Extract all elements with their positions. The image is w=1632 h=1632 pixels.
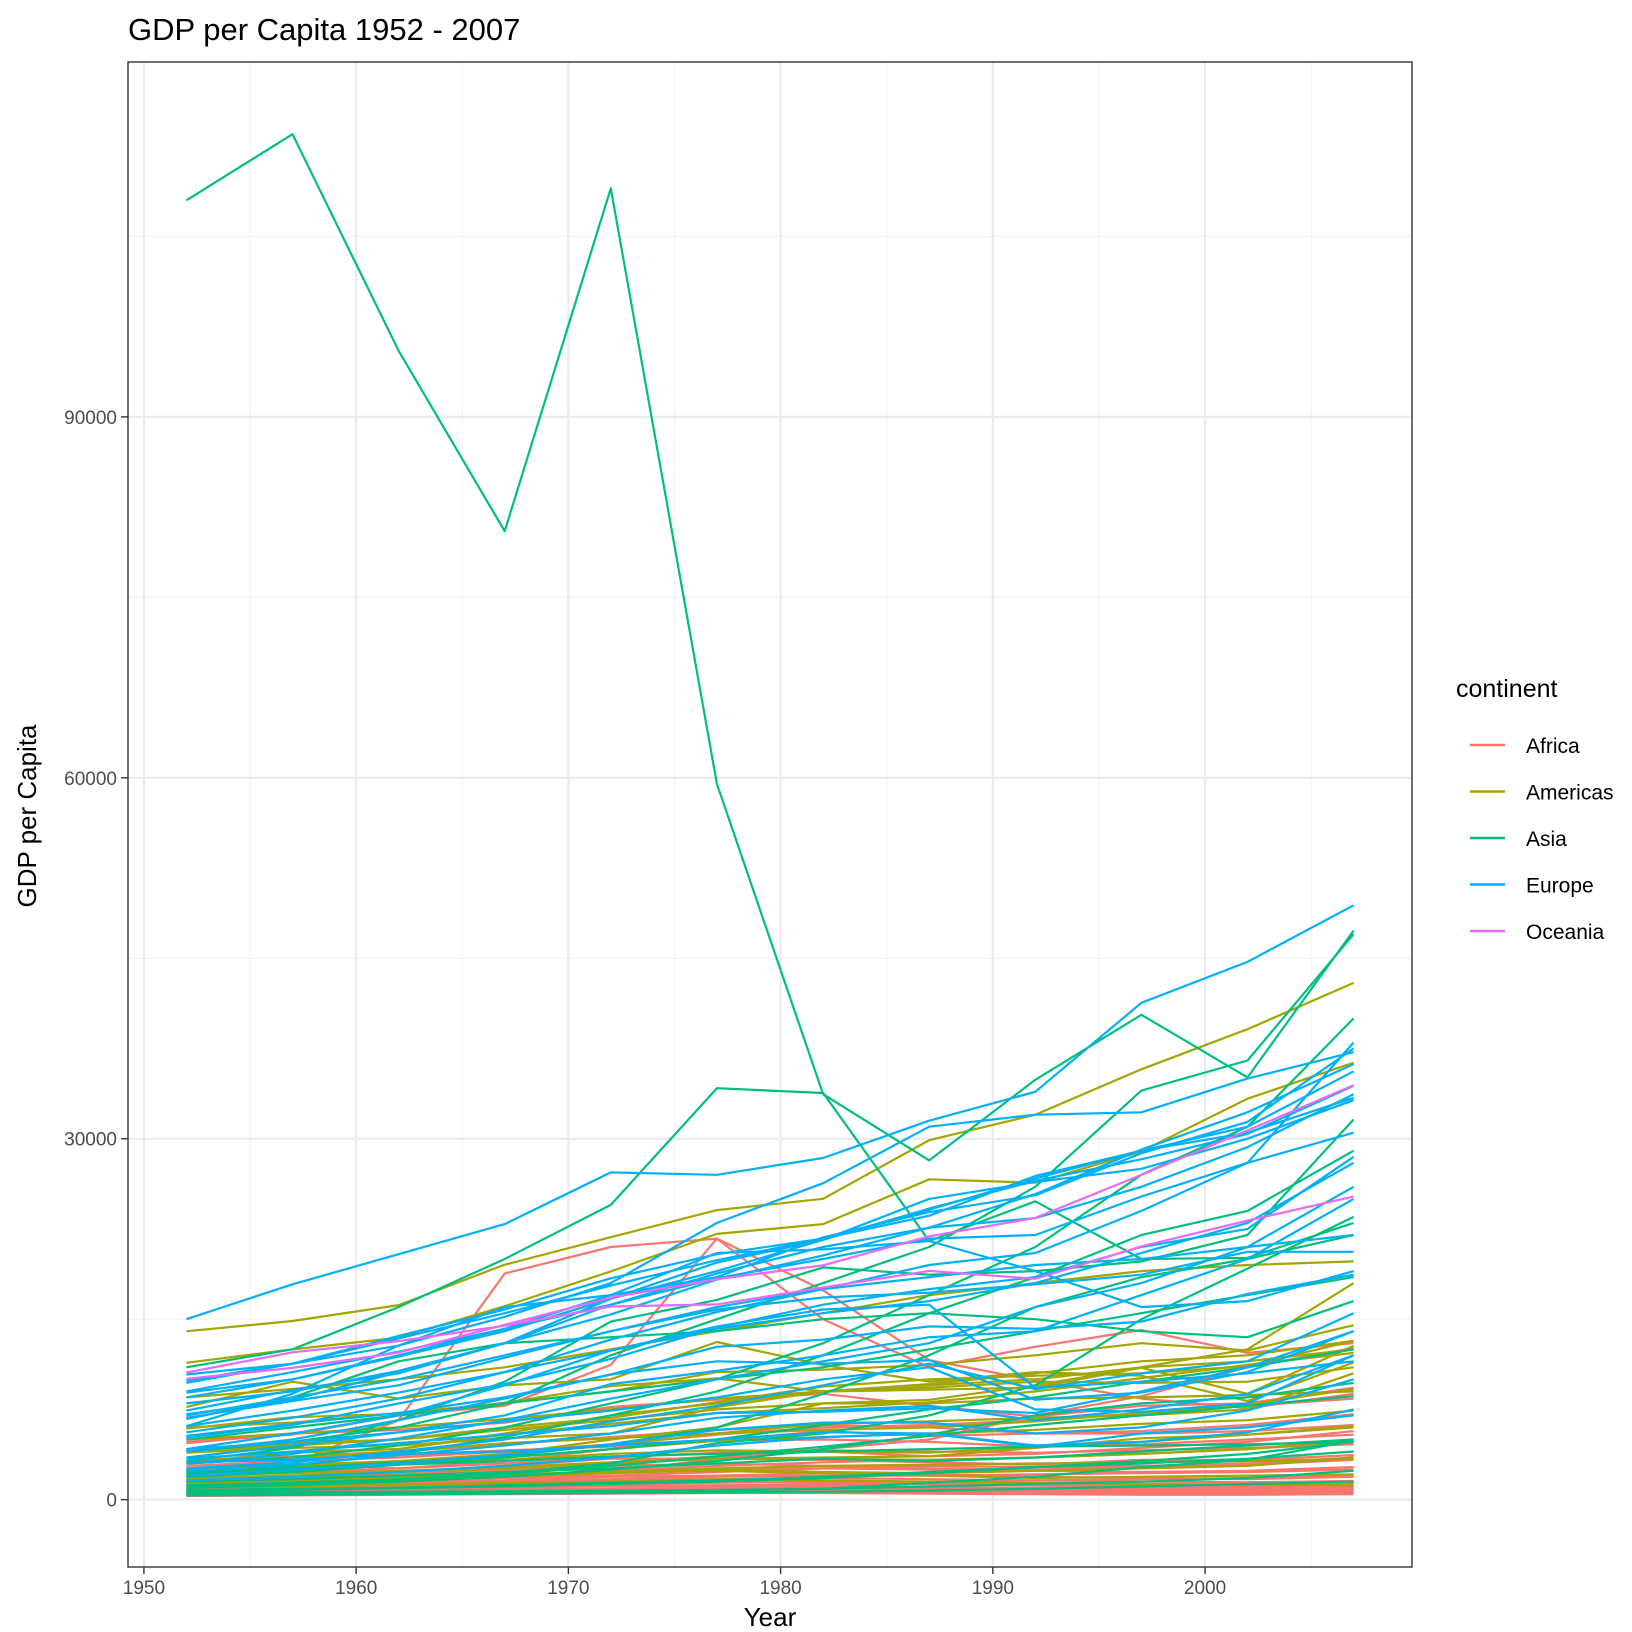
x-tick-label: 1970 bbox=[547, 1578, 589, 1599]
x-tick-label: 1960 bbox=[335, 1578, 377, 1599]
y-axis-title: GDP per Capita bbox=[12, 724, 42, 908]
x-tick-label: 1990 bbox=[972, 1578, 1014, 1599]
series-line-europe bbox=[186, 1233, 1354, 1417]
y-tick-label: 90000 bbox=[64, 408, 117, 429]
series-line-oceania bbox=[186, 1084, 1355, 1380]
series-line-europe bbox=[186, 1408, 1354, 1482]
x-axis: 1950 1960 1970 1980 1990 2000 bbox=[123, 1567, 1226, 1599]
series-line-europe bbox=[186, 1414, 1354, 1464]
legend-label-europe: Europe bbox=[1526, 875, 1594, 898]
x-tick-label: 1950 bbox=[123, 1578, 165, 1599]
y-axis: 0 30000 60000 90000 bbox=[64, 408, 128, 1512]
x-axis-title: Year bbox=[744, 1602, 797, 1632]
legend-label-africa: Africa bbox=[1526, 735, 1580, 758]
series-line-europe bbox=[186, 1354, 1354, 1472]
y-tick-label: 30000 bbox=[64, 1130, 117, 1151]
series-line-europe bbox=[186, 1330, 1354, 1460]
series-line-africa bbox=[186, 1485, 1354, 1493]
series-line-asia bbox=[186, 1300, 1354, 1421]
series-line-europe bbox=[186, 904, 1355, 1321]
series-line-asia bbox=[186, 1480, 1354, 1497]
series-line-americas bbox=[186, 1366, 1354, 1454]
series-line-europe bbox=[186, 1273, 1354, 1437]
panel-border bbox=[127, 61, 1413, 1568]
series-line-asia bbox=[186, 1395, 1354, 1487]
gridlines bbox=[128, 62, 1412, 1567]
series-line-europe bbox=[186, 1041, 1355, 1428]
series-line-asia bbox=[186, 1469, 1354, 1495]
series-line-asia bbox=[185, 133, 1355, 1162]
series-line-asia bbox=[186, 1233, 1354, 1474]
series-line-asia bbox=[186, 1438, 1354, 1483]
series-line-europe bbox=[186, 1155, 1355, 1439]
series-line-europe bbox=[186, 1378, 1354, 1477]
x-tick-label: 2000 bbox=[1184, 1578, 1226, 1599]
chart-title: GDP per Capita 1952 - 2007 bbox=[128, 12, 520, 47]
series-line-europe bbox=[186, 1354, 1355, 1451]
series-line-europe bbox=[186, 1250, 1354, 1419]
y-tick-label: 0 bbox=[106, 1491, 117, 1512]
y-tick-label: 60000 bbox=[64, 769, 117, 790]
x-tick-label: 1980 bbox=[759, 1578, 801, 1599]
series-line-asia bbox=[186, 1087, 1354, 1369]
series-line-asia bbox=[186, 1381, 1354, 1489]
series-line-europe bbox=[186, 1303, 1354, 1434]
series-line-europe bbox=[186, 1239, 1354, 1399]
series-line-europe bbox=[186, 1330, 1354, 1453]
series-line-oceania bbox=[186, 1195, 1354, 1374]
series-line-europe bbox=[186, 1161, 1355, 1451]
series-line-asia bbox=[186, 1450, 1354, 1492]
series-line-europe bbox=[186, 1051, 1354, 1376]
series-line-europe bbox=[186, 1093, 1355, 1405]
legend-title: continent bbox=[1456, 675, 1558, 703]
legend-label-oceania: Oceania bbox=[1526, 921, 1605, 944]
legend-label-asia: Asia bbox=[1526, 828, 1567, 851]
series-line-americas bbox=[186, 981, 1355, 1333]
series-line-europe bbox=[186, 1185, 1355, 1465]
legend-label-americas: Americas bbox=[1526, 782, 1614, 805]
legend: continent Africa Americas Asia Europe Oceani… bbox=[1456, 675, 1614, 944]
series-lines bbox=[185, 133, 1355, 1498]
series-line-europe bbox=[186, 1312, 1355, 1470]
